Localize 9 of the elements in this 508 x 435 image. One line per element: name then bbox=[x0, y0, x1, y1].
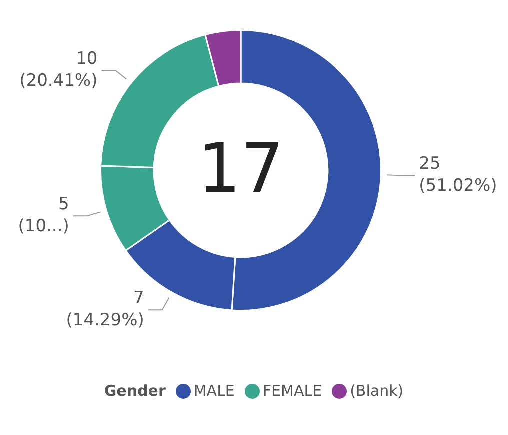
legend-title: Gender bbox=[104, 382, 166, 400]
data-label: 25 (51.02%) bbox=[419, 154, 498, 196]
text: 17 bbox=[198, 130, 284, 210]
data-label: 10 (20.41%) bbox=[20, 49, 98, 92]
legend-label: FEMALE bbox=[262, 382, 322, 400]
data-label: 7 (14.29%) bbox=[66, 288, 144, 331]
data-label: 5 (10...) bbox=[18, 194, 70, 237]
legend-label: MALE bbox=[194, 382, 235, 400]
legend-label: (Blank) bbox=[350, 382, 404, 400]
